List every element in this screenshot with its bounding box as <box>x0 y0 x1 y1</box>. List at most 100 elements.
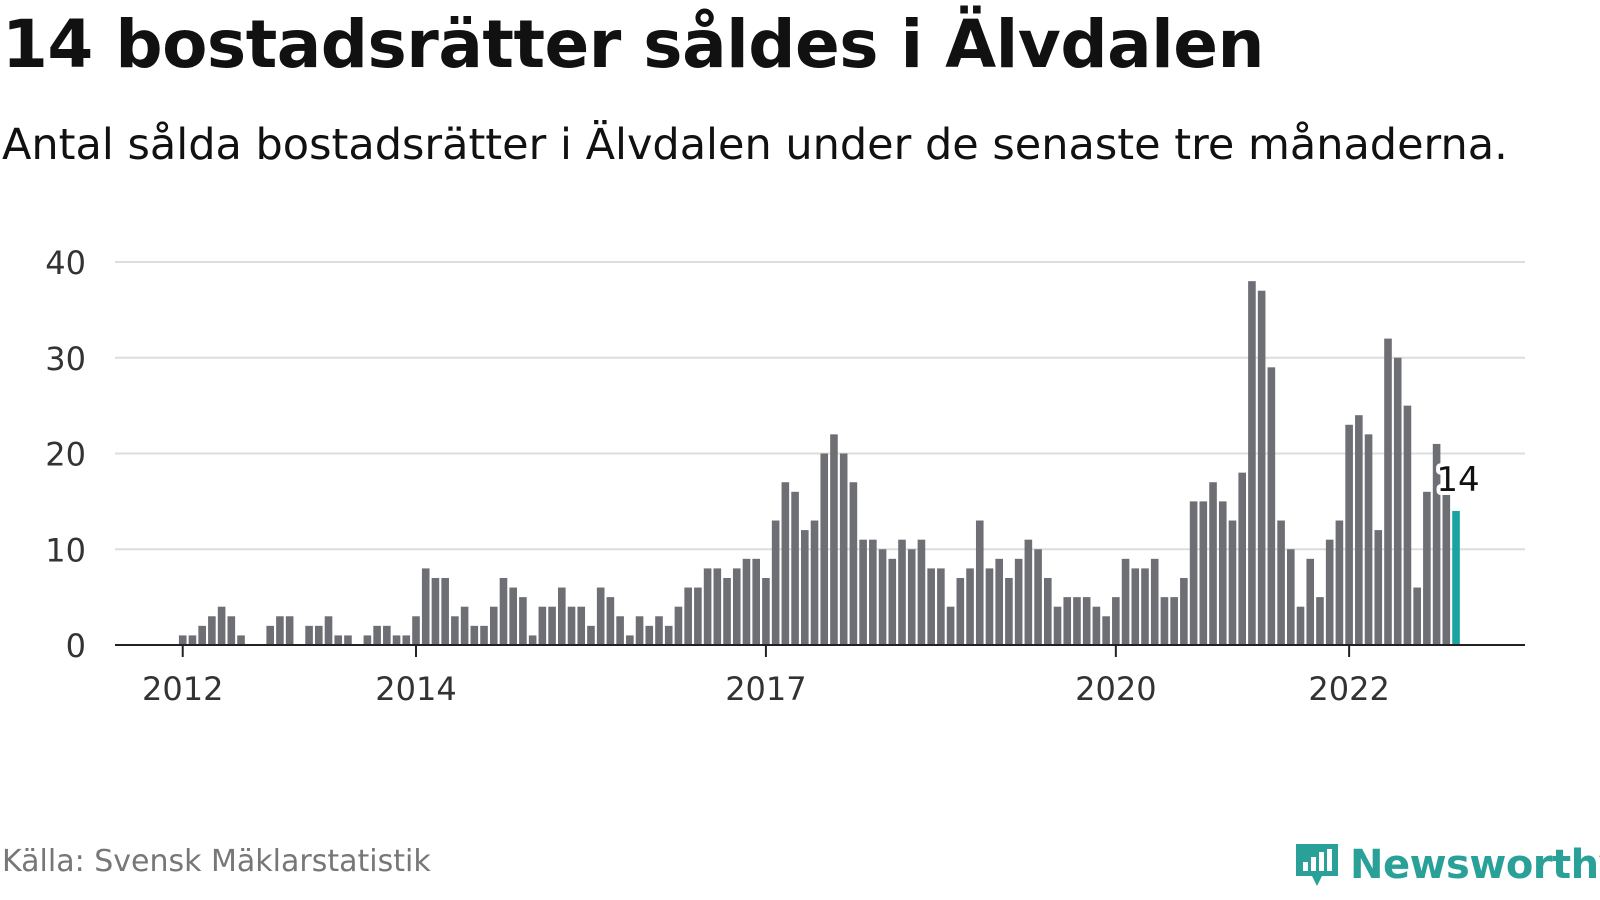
bar <box>1141 568 1149 645</box>
x-tick-label: 2012 <box>142 670 223 708</box>
bar <box>1005 577 1013 645</box>
bar <box>587 625 595 645</box>
bar <box>1423 491 1431 645</box>
bar <box>1238 472 1246 645</box>
newsworthy-logo-icon <box>1296 844 1338 886</box>
bar <box>694 587 702 645</box>
bar <box>470 625 479 645</box>
bar <box>1316 597 1324 646</box>
bar <box>801 530 809 645</box>
bar <box>198 625 206 645</box>
bar <box>820 453 829 645</box>
bar <box>869 539 877 645</box>
bar <box>1364 434 1373 645</box>
y-tick-label: 30 <box>45 340 86 378</box>
bar <box>538 606 547 645</box>
bar <box>285 616 294 645</box>
bar <box>655 616 663 645</box>
bar <box>392 635 401 645</box>
bar <box>567 606 576 645</box>
bar <box>421 568 430 645</box>
newsworthy-logo[interactable]: Newsworthy <box>1292 840 1600 890</box>
bar <box>344 635 352 645</box>
x-tick-label: 2020 <box>1075 670 1156 708</box>
bar <box>1335 520 1344 645</box>
bar <box>985 568 994 645</box>
bar <box>626 635 634 645</box>
bar <box>1131 568 1140 645</box>
bar <box>188 635 197 645</box>
bar <box>383 625 391 645</box>
bar <box>1092 606 1101 645</box>
bar <box>528 635 537 645</box>
bar <box>208 616 216 645</box>
bar <box>363 635 372 645</box>
bar <box>1150 558 1159 645</box>
bar <box>1432 443 1441 645</box>
bar <box>781 482 790 645</box>
bar <box>548 606 556 645</box>
bar <box>1218 501 1227 646</box>
bar <box>1325 539 1334 645</box>
bar <box>956 577 965 645</box>
bar <box>1257 290 1266 645</box>
bar <box>402 635 411 645</box>
bar <box>810 520 819 645</box>
bar <box>830 434 838 645</box>
bar <box>451 616 459 645</box>
bar <box>1296 606 1305 645</box>
bar <box>509 587 517 645</box>
x-tick-label: 2014 <box>375 670 456 708</box>
bar <box>431 577 440 645</box>
bar <box>713 568 722 645</box>
bar <box>558 587 566 645</box>
bar <box>334 635 343 645</box>
y-axis-tick-labels: 0 10 20 30 40 <box>45 244 86 665</box>
bar <box>1189 501 1198 646</box>
bar <box>227 616 236 645</box>
bar <box>237 635 245 645</box>
bar <box>1014 558 1023 645</box>
bar <box>645 625 654 645</box>
bar <box>995 558 1003 645</box>
bar <box>1180 577 1188 645</box>
bar <box>1442 491 1451 645</box>
grid-lines <box>115 261 1525 551</box>
bar <box>596 587 605 645</box>
bar <box>723 577 731 645</box>
bar <box>1384 338 1392 645</box>
x-axis-tick-labels: 2012 2014 2017 2020 2022 <box>142 645 1390 708</box>
bar <box>752 558 760 645</box>
bar <box>1112 597 1120 646</box>
value-annotation: 14 <box>1436 460 1479 500</box>
bar <box>1355 415 1363 645</box>
bar <box>276 616 284 645</box>
bar <box>499 577 508 645</box>
bar <box>1063 597 1072 646</box>
bar <box>1209 482 1217 645</box>
bar <box>373 625 381 645</box>
bar <box>1267 367 1276 645</box>
annotation: 14 <box>1432 456 1483 504</box>
bar <box>1160 597 1169 646</box>
bar <box>1073 597 1081 646</box>
bar <box>441 577 449 645</box>
bar <box>674 606 683 645</box>
bar <box>1170 597 1178 646</box>
bar <box>1393 357 1402 645</box>
bar <box>732 568 741 645</box>
bar <box>937 568 945 645</box>
bar <box>878 549 887 645</box>
bar <box>1044 577 1052 645</box>
y-tick-label: 20 <box>45 436 86 474</box>
bar <box>305 625 313 645</box>
bar <box>1102 616 1110 645</box>
bar <box>489 606 498 645</box>
brand-name: Newsworthy <box>1350 842 1600 888</box>
bar <box>315 625 323 645</box>
bar <box>771 520 780 645</box>
bar <box>1053 606 1062 645</box>
y-tick-label: 40 <box>45 244 86 282</box>
bar <box>1374 530 1383 645</box>
bar <box>859 539 867 645</box>
